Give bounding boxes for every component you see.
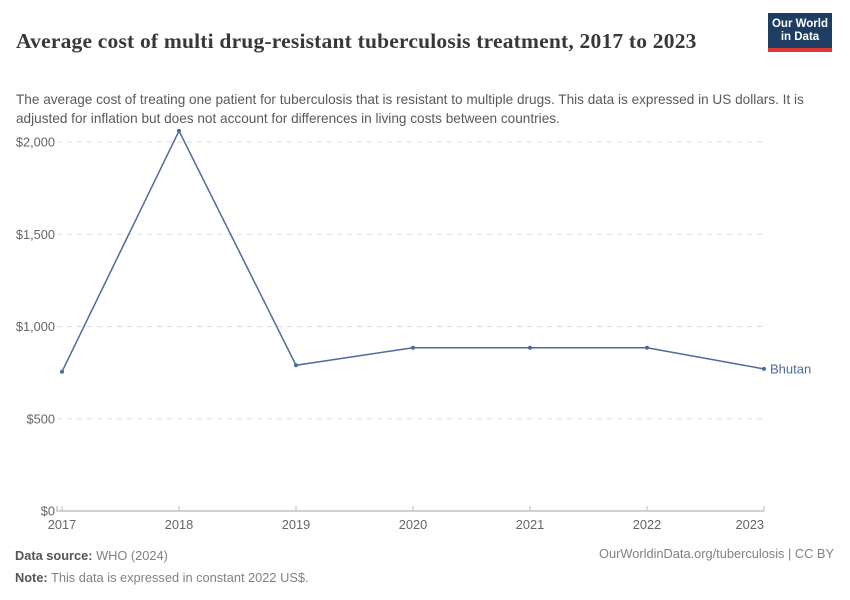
note-label: Note: xyxy=(15,570,48,585)
owid-logo-line1: Our World xyxy=(771,17,828,30)
data-source-label: Data source: xyxy=(15,548,93,563)
data-line xyxy=(61,130,765,373)
data-point xyxy=(411,345,415,350)
x-tick-label: 2017 xyxy=(48,517,76,532)
data-point xyxy=(60,369,64,374)
data-point xyxy=(645,345,649,350)
chart-title: Average cost of multi drug-resistant tub… xyxy=(16,29,697,54)
x-tick-label: 2023 xyxy=(736,517,764,532)
x-tick-label: 2022 xyxy=(633,517,661,532)
y-tick-label: $1,500 xyxy=(16,227,55,242)
chart-footer: Data source: WHO (2024) Note: This data … xyxy=(15,545,309,589)
note-value: This data is expressed in constant 2022 … xyxy=(47,570,309,585)
data-source-value: WHO (2024) xyxy=(92,548,168,563)
data-point xyxy=(762,366,766,371)
x-tick-label: 2021 xyxy=(516,517,544,532)
data-point xyxy=(528,345,532,350)
owid-logo[interactable]: Our World in Data xyxy=(768,13,832,52)
x-tick-label: 2019 xyxy=(282,517,310,532)
note-line: Note: This data is expressed in constant… xyxy=(15,567,309,589)
x-tick-label: 2020 xyxy=(399,517,427,532)
owid-url-link[interactable]: OurWorldinData.org/tuberculosis | CC BY xyxy=(599,546,834,561)
x-axis-line xyxy=(56,506,765,512)
y-tick-label: $0 xyxy=(41,504,55,519)
entity-label: Bhutan xyxy=(770,361,811,376)
owid-logo-line2: in Data xyxy=(780,30,820,43)
x-tick-label: 2018 xyxy=(165,517,193,532)
data-point xyxy=(177,128,181,133)
y-tick-label: $2,000 xyxy=(16,135,55,150)
y-tick-label: $500 xyxy=(27,411,55,426)
data-source-line: Data source: WHO (2024) xyxy=(15,545,309,567)
chart-subtitle: The average cost of treating one patient… xyxy=(16,91,804,126)
y-tick-label: $1,000 xyxy=(16,319,55,334)
data-point xyxy=(294,363,298,368)
